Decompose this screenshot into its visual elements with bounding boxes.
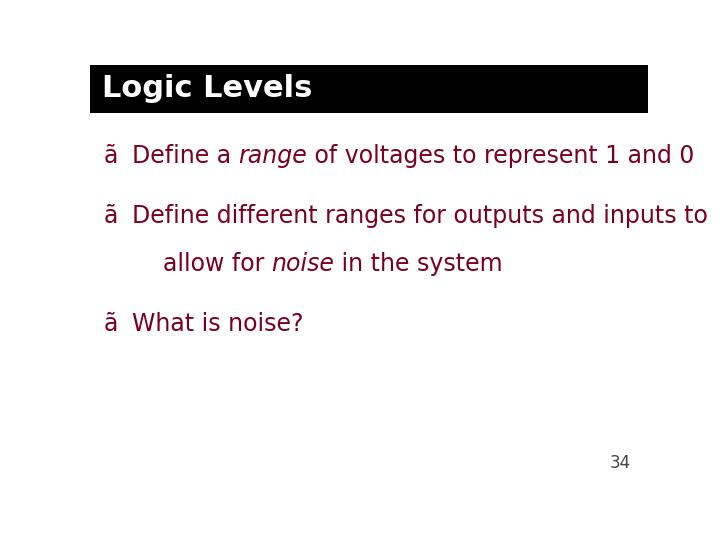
Text: of voltages to represent 1 and 0: of voltages to represent 1 and 0 [307,144,695,168]
Text: Logic Levels: Logic Levels [102,74,312,103]
Bar [90,65,648,113]
Text: ã: ã [104,144,118,168]
Text: What is noise?: What is noise? [132,312,303,336]
Text: Define a: Define a [132,144,238,168]
Text: Define different ranges for outputs and inputs to: Define different ranges for outputs and … [132,204,708,228]
Text: ã: ã [104,204,118,228]
Text: 34: 34 [610,454,631,472]
Text: ã: ã [104,312,118,336]
Text: allow for: allow for [163,252,271,276]
Text: range: range [238,144,307,168]
Text: in the system: in the system [334,252,503,276]
Text: noise: noise [271,252,334,276]
